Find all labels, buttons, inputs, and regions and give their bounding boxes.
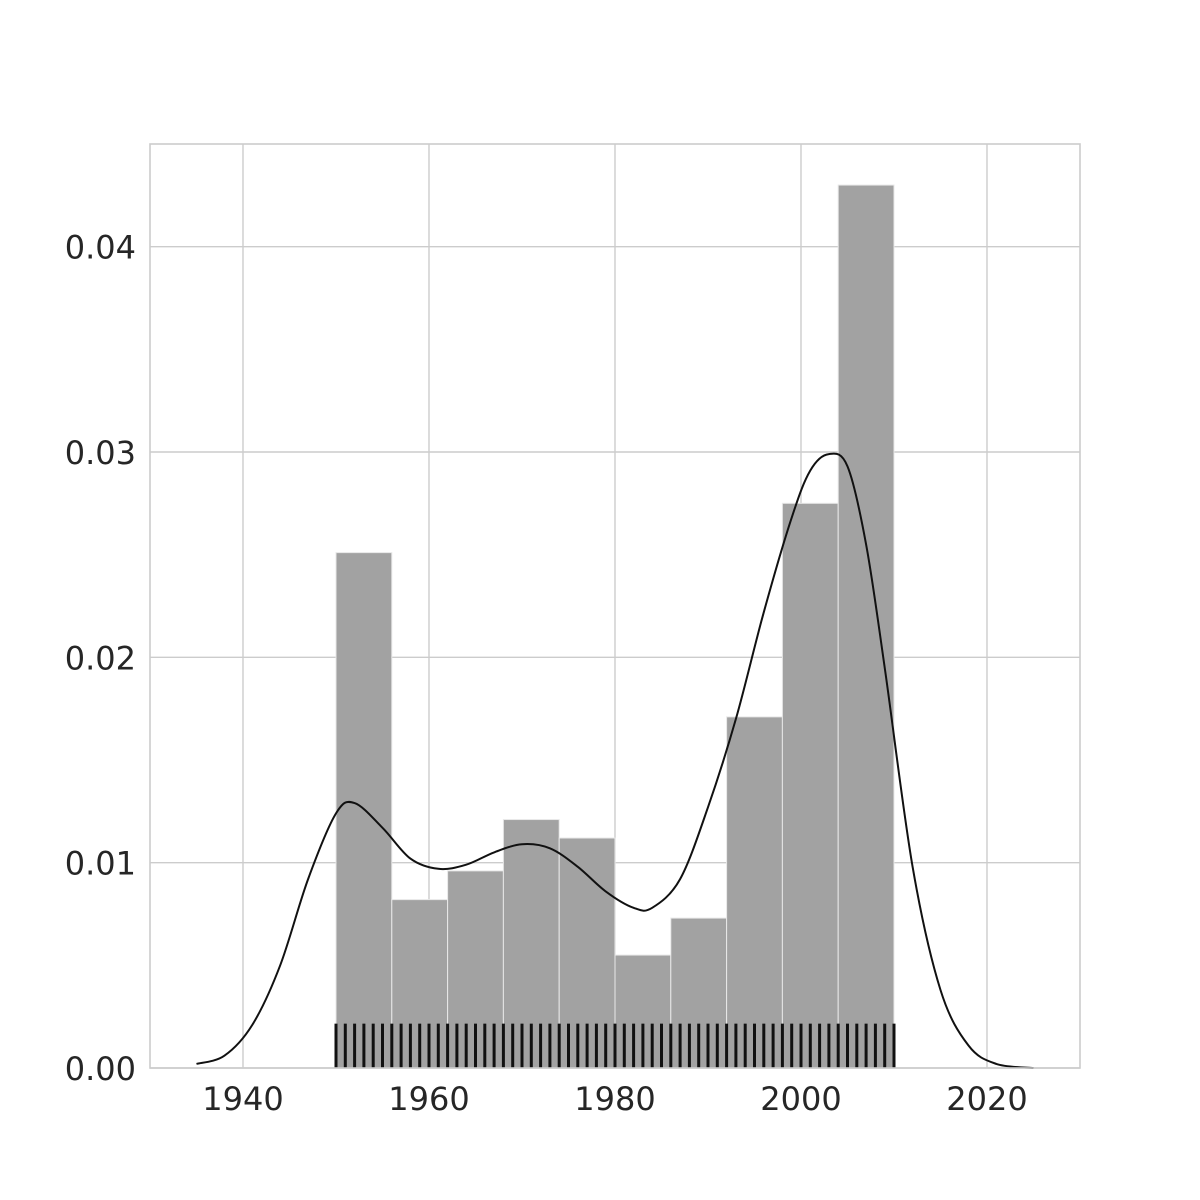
y-tick-label: 0.01	[65, 845, 136, 883]
x-tick-label: 2020	[946, 1080, 1027, 1118]
histogram-bar-1998-2004	[781, 502, 839, 1069]
x-tick-label: 1940	[202, 1080, 283, 1118]
kde-curve-layer	[196, 452, 1034, 1069]
y-tick-label: 0.04	[65, 229, 136, 267]
x-tick-label: 2000	[760, 1080, 841, 1118]
histogram-bar-1992-1998	[726, 716, 783, 1069]
rug-plot	[334, 1023, 896, 1068]
plot-frame	[149, 143, 1081, 1069]
y-axis-ticks: 0.00 0.01 0.02 0.03 0.04	[65, 229, 136, 1088]
x-axis-ticks: 1940 1960 1980 2000 2020	[202, 1080, 1027, 1118]
x-tick-label: 1980	[574, 1080, 655, 1118]
y-tick-label: 0.02	[65, 639, 136, 677]
histogram-bar-2004-2010	[837, 184, 895, 1069]
y-tick-label: 0.00	[65, 1050, 136, 1088]
kde-curve	[196, 452, 1034, 1069]
x-tick-label: 1960	[388, 1080, 469, 1118]
y-tick-label: 0.03	[65, 434, 136, 472]
